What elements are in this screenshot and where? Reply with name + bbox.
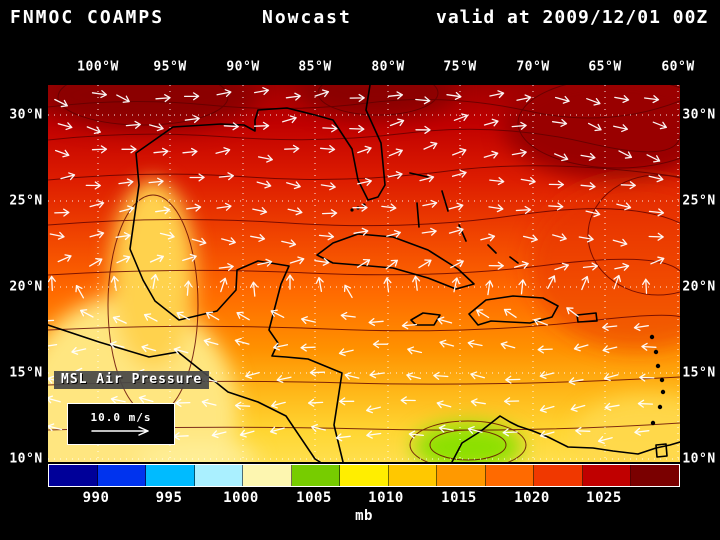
colorbar-tick: 1005 [296, 490, 332, 506]
colorbar-segment [146, 465, 195, 486]
lat-tick-label-right: 15°N [682, 365, 716, 381]
colorbar-tick: 1025 [586, 490, 622, 506]
wind-vector-arrows [38, 87, 667, 444]
lat-tick-label-left: 25°N [9, 193, 43, 209]
colorbar-tick: 1010 [368, 490, 404, 506]
wind-scale-legend: 10.0 m/s [67, 403, 175, 445]
colorbar-segment [243, 465, 292, 486]
colorbar-tick: 995 [155, 490, 183, 506]
lon-tick-label: 70°W [516, 59, 550, 75]
coastlines [47, 84, 681, 463]
pressure-contours [47, 68, 720, 470]
lat-tick-label-left: 20°N [9, 279, 43, 295]
field-label: MSL Air Pressure [54, 371, 210, 389]
lat-tick-label-right: 30°N [682, 107, 716, 123]
colorbar-segment [97, 465, 147, 486]
lon-tick-label: 65°W [588, 59, 622, 75]
colorbar-unit: mb [355, 508, 373, 524]
lat-tick-label-right: 10°N [682, 451, 716, 467]
lat-tick-label-left: 10°N [9, 451, 43, 467]
colorbar-tick: 1015 [441, 490, 477, 506]
lat-tick-label-right: 25°N [682, 193, 716, 209]
lon-tick-label: 95°W [153, 59, 187, 75]
lat-tick-label-right: 20°N [682, 279, 716, 295]
colorbar-segment [631, 465, 679, 486]
product-name: Nowcast [262, 7, 352, 28]
colorbar-segment [49, 465, 98, 486]
valid-time: valid at 2009/12/01 00Z [436, 7, 709, 28]
model-name: FNMOC COAMPS [10, 7, 165, 28]
colorbar-segment [485, 465, 535, 486]
lon-tick-label: 60°W [661, 59, 695, 75]
colorbar-segment [291, 465, 341, 486]
colorbar-tick: 1020 [514, 490, 550, 506]
lon-tick-label: 90°W [226, 59, 260, 75]
lon-tick-label: 85°W [298, 59, 332, 75]
lat-tick-label-left: 30°N [9, 107, 43, 123]
lat-tick-label-left: 15°N [9, 365, 43, 381]
small-islands [350, 203, 666, 426]
lon-tick-label: 100°W [77, 59, 119, 75]
colorbar-segment [437, 465, 486, 486]
colorbar-segment [388, 465, 438, 486]
colorbar-segment [340, 465, 389, 486]
wind-scale-label: 10.0 m/s [90, 411, 152, 424]
lon-tick-label: 75°W [443, 59, 477, 75]
wind-scale-arrow-icon [91, 426, 149, 436]
colorbar [48, 464, 680, 487]
colorbar-tick: 990 [82, 490, 110, 506]
colorbar-segment [194, 465, 244, 486]
colorbar-segment [582, 465, 632, 486]
lon-tick-label: 80°W [371, 59, 405, 75]
colorbar-tick: 1000 [223, 490, 259, 506]
colorbar-segment [534, 465, 583, 486]
